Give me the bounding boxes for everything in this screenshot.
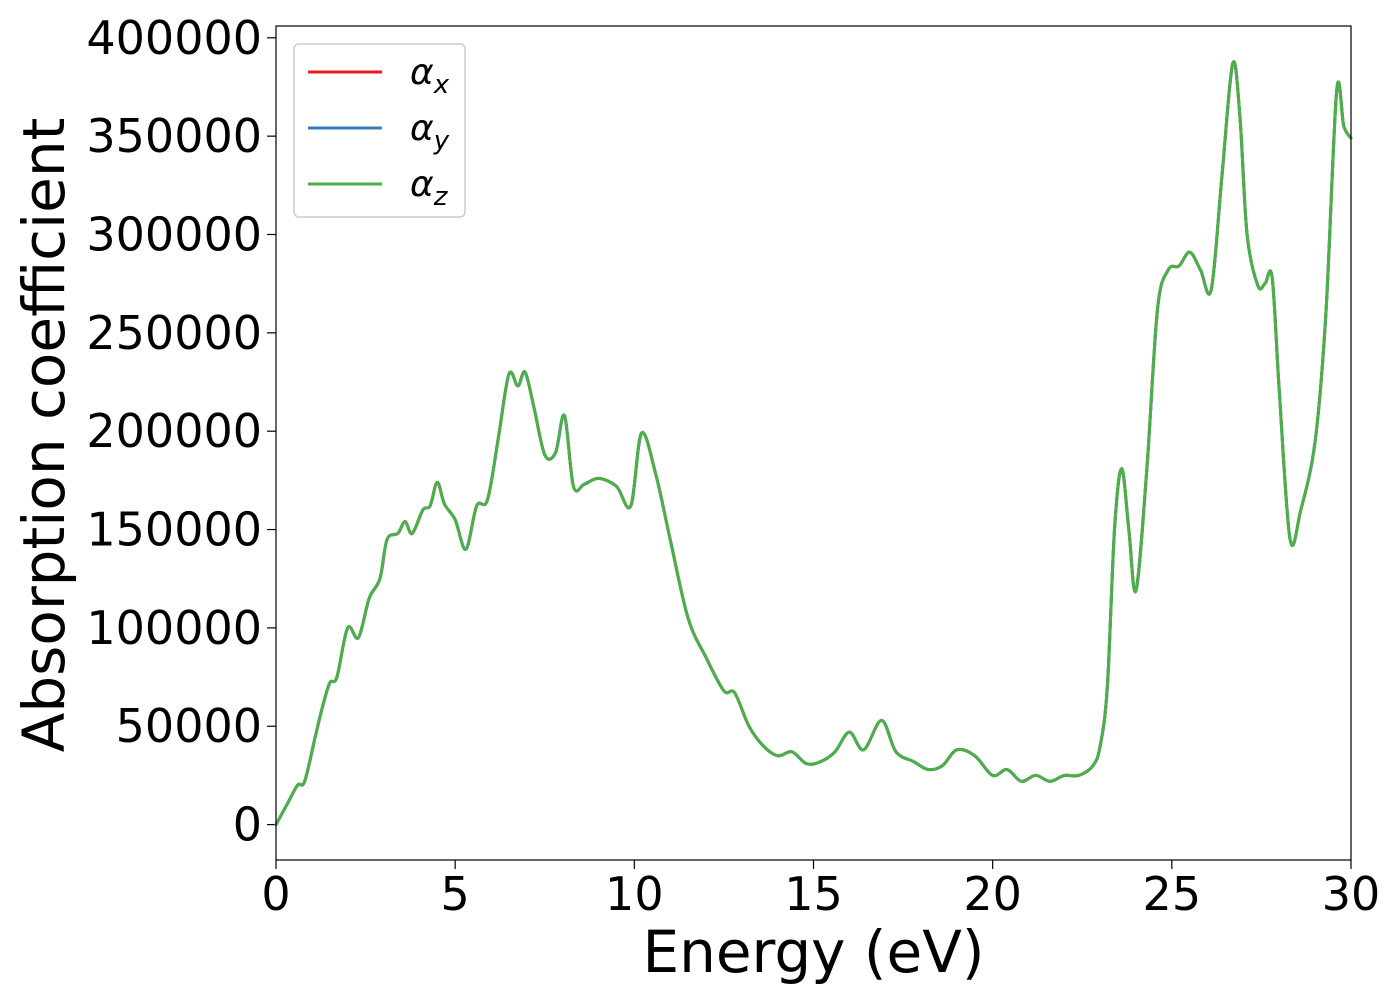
x-tick-label: 30 — [1322, 867, 1381, 921]
x-tick-label: 15 — [784, 867, 843, 921]
y-tick-label: 0 — [233, 798, 262, 852]
legend-label-x: αx — [410, 52, 450, 100]
legend-label-base: α — [410, 52, 434, 93]
x-tick-label: 5 — [441, 867, 470, 921]
y-tick-label: 400000 — [86, 11, 262, 65]
legend-label-base: α — [410, 164, 434, 205]
y-tick-label: 100000 — [86, 601, 262, 655]
series-line-z — [274, 60, 1353, 827]
legend-label-sub: y — [433, 126, 450, 156]
y-tick-label: 350000 — [86, 109, 262, 163]
ticks-layer: 0 5 10 15 20 25 30 0 50000 100000 150000 200000 2500… — [86, 11, 1380, 921]
plot-frame — [275, 25, 1352, 861]
lines-layer — [274, 60, 1353, 827]
y-tick-label: 150000 — [86, 503, 262, 557]
legend-label-z: αz — [410, 164, 449, 212]
y-tick-label: 300000 — [86, 208, 262, 262]
y-tick-label: 250000 — [86, 306, 262, 360]
legend-box — [293, 43, 466, 218]
y-tick-label: 50000 — [116, 699, 262, 753]
x-tick-label: 25 — [1143, 867, 1202, 921]
x-tick-label: 0 — [261, 867, 290, 921]
y-tick-label: 200000 — [86, 404, 262, 458]
legend-label-base: α — [410, 108, 434, 149]
legend-label-sub: x — [433, 70, 450, 100]
y-axis-title: Absorption coefficient — [10, 118, 78, 753]
legend-label-sub: z — [433, 182, 449, 212]
legend-label-y: αy — [410, 108, 450, 156]
x-tick-label: 20 — [963, 867, 1022, 921]
x-tick-label: 10 — [605, 867, 664, 921]
x-axis-title: Energy (eV) — [642, 918, 984, 986]
